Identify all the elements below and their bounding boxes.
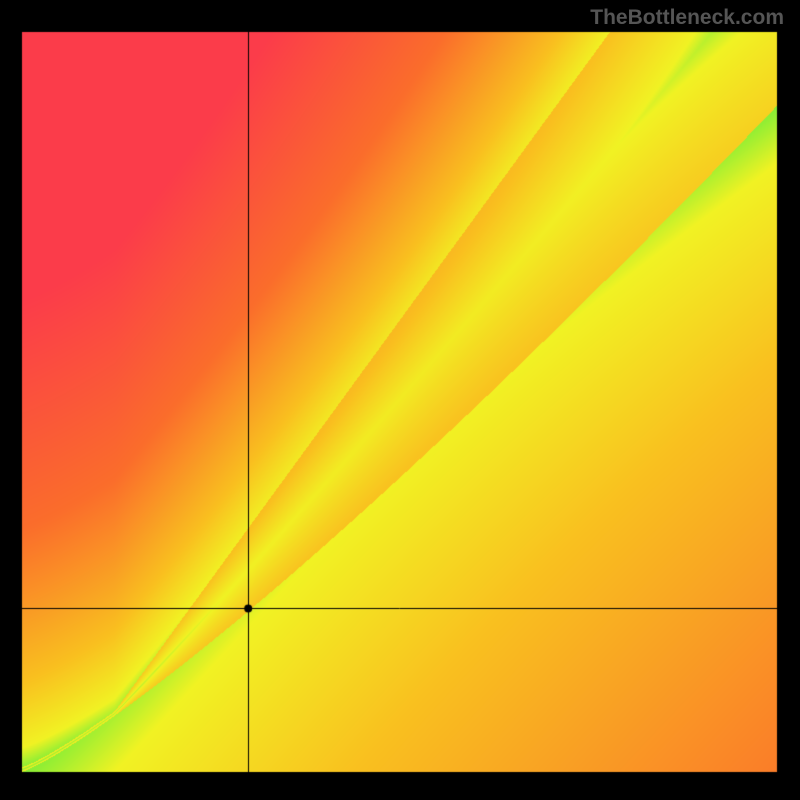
chart-container: { "watermark": { "text": "TheBottleneck.…	[0, 0, 800, 800]
watermark-text: TheBottleneck.com	[590, 6, 784, 30]
bottleneck-heatmap	[0, 0, 800, 800]
